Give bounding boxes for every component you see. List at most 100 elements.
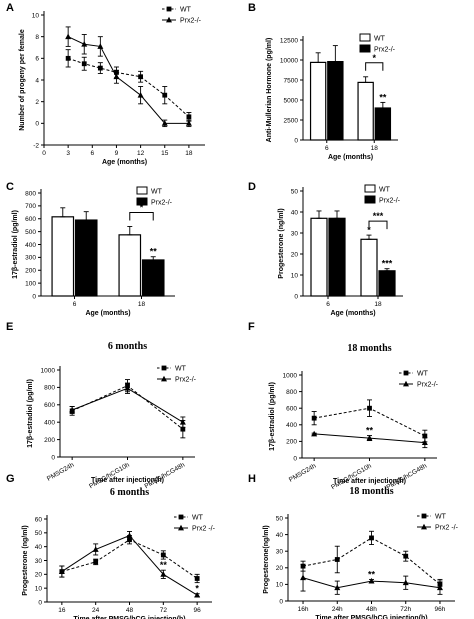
y-tick-label: 0: [293, 455, 297, 462]
y-tick-label: 6: [35, 56, 39, 63]
bar: [357, 81, 374, 141]
triangle-marker: [97, 43, 104, 49]
y-tick-label: 40: [276, 532, 284, 539]
bar: [327, 60, 344, 141]
triangle-marker: [185, 120, 192, 126]
triangle-marker: [166, 16, 172, 23]
comparison-bracket: [129, 211, 154, 221]
x-tick-label: 12: [137, 150, 145, 157]
x-tick-label: 6: [73, 301, 77, 308]
x-axis-title: Time after injection(h): [333, 478, 406, 485]
triangle-marker: [311, 430, 318, 437]
chart-title: 6 months: [110, 487, 149, 498]
y-tick-label: 600: [44, 402, 55, 409]
comparison-star: *: [372, 53, 376, 63]
triangle-marker: [113, 73, 120, 80]
x-tick-label: 96h: [435, 606, 446, 613]
triangle-marker: [161, 120, 168, 126]
y-tick-label: 200: [25, 268, 36, 275]
x-axis-title: Time after injection(h): [91, 477, 164, 484]
legend-swatch: [364, 184, 376, 193]
square-marker: [421, 513, 427, 519]
y-tick-label: 1000: [283, 372, 298, 379]
y-tick-label: 1000: [41, 367, 56, 374]
y-tick-label: 30: [276, 549, 284, 556]
bar: [74, 219, 98, 297]
legend-label: WT: [192, 515, 204, 522]
x-axis-title: Age (months): [328, 154, 373, 161]
x-tick-label: 48: [126, 607, 134, 614]
panel-h: H 0 10 20 30 40 50 Progesterone(ng/ml) 16h 24h 48h…: [248, 473, 459, 619]
bar: [374, 107, 392, 141]
x-tick-label: 9: [115, 150, 119, 157]
chart-title: 6 months: [108, 341, 147, 352]
legend-label: WT: [180, 7, 192, 14]
legend-swatch: [364, 195, 376, 204]
x-axis-title: Age (months): [330, 310, 375, 317]
comparison-bracket: [365, 62, 384, 71]
x-tick-label: 72h: [400, 606, 411, 613]
x-tick-label: PMSG24h: [46, 461, 76, 482]
legend-label: WT: [175, 366, 187, 373]
y-tick-label: 0: [35, 121, 39, 128]
x-tick-label: 24: [92, 607, 100, 614]
y-tick-label: 0: [38, 599, 42, 606]
legend-label: WT: [151, 189, 163, 196]
y-tick-label: 400: [25, 242, 36, 249]
significance-star: ***: [382, 259, 393, 269]
x-tick-label: PMSG/hCG10h: [88, 461, 131, 490]
y-tick-label: 800: [286, 389, 297, 396]
square-marker: [369, 535, 374, 541]
legend-label: Prx2-/-: [379, 198, 401, 205]
y-axis-title: Progesterone (ng/ml): [22, 525, 29, 595]
panel-g: G 0 10 20 30 40 50 60 Progesterone (ng/ml) 16 24 48…: [6, 473, 216, 619]
x-tick-label: PMSG24h: [288, 462, 318, 483]
bar: [328, 217, 346, 297]
x-tick-label: 0: [42, 150, 46, 157]
x-tick-label: 16h: [298, 606, 309, 613]
triangle-marker: [421, 523, 427, 530]
triangle-marker: [178, 524, 184, 531]
chart-title: 18 months: [349, 486, 393, 497]
significance-star: **: [368, 569, 376, 579]
legend-swatch: [136, 197, 148, 206]
x-tick-label: 96: [194, 607, 202, 614]
bar: [360, 238, 378, 297]
x-axis-title: Age (months): [102, 159, 147, 166]
square-marker: [162, 92, 168, 98]
square-marker: [403, 553, 409, 559]
square-marker: [180, 426, 186, 432]
legend-swatch: [136, 186, 148, 195]
significance-star: **: [366, 426, 374, 436]
x-tick-label: 16: [58, 607, 66, 614]
y-tick-label: 40: [291, 209, 299, 216]
y-tick-label: 600: [25, 216, 36, 223]
square-marker: [161, 365, 167, 371]
triangle-marker: [69, 406, 76, 413]
triangle-marker: [92, 546, 99, 552]
x-tick-label: 18: [374, 301, 382, 308]
bar: [51, 216, 75, 297]
panel-letter: B: [248, 2, 256, 14]
triangle-marker: [137, 91, 144, 98]
y-tick-label: 600: [286, 406, 297, 413]
panel-letter: E: [6, 321, 13, 333]
series-line: [67, 57, 190, 118]
triangle-marker: [194, 591, 201, 598]
square-marker: [93, 559, 99, 565]
y-tick-label: -2: [33, 142, 39, 149]
legend-swatch: [359, 33, 371, 42]
x-tick-label: 72: [160, 607, 168, 614]
triangle-marker: [403, 380, 409, 387]
square-marker: [334, 557, 340, 562]
x-tick-label: 48h: [366, 606, 377, 613]
y-tick-label: 20: [35, 572, 43, 579]
y-tick-label: 10: [32, 12, 40, 19]
y-tick-label: 10: [291, 272, 299, 279]
bar: [141, 259, 165, 297]
triangle-marker: [161, 375, 167, 382]
x-tick-label: PMSG/hCG48h: [144, 461, 187, 490]
triangle-marker: [124, 385, 131, 391]
y-axis-title: Anti-Mullerian Hormone (pg/ml): [266, 38, 273, 143]
